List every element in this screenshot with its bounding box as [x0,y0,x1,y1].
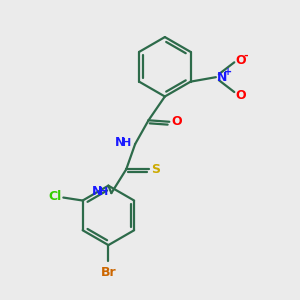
Text: Cl: Cl [49,190,62,202]
Text: O: O [236,54,246,67]
Text: O: O [236,89,246,102]
Text: H: H [98,187,108,196]
Text: S: S [151,163,160,176]
Text: H: H [122,138,132,148]
Text: N: N [92,185,102,198]
Text: -: - [244,51,248,61]
Text: +: + [224,67,232,77]
Text: N: N [217,71,227,84]
Text: N: N [115,136,126,149]
Text: Br: Br [100,266,116,279]
Text: O: O [172,115,182,128]
